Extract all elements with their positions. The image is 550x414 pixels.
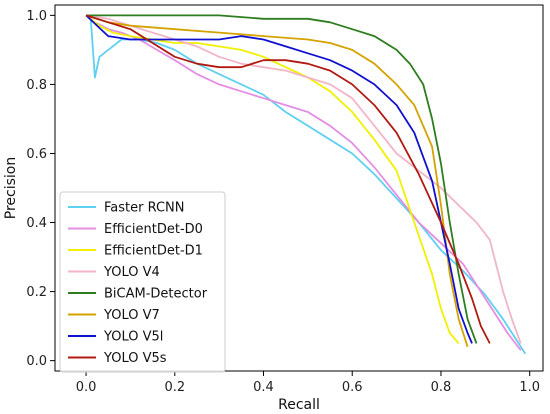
y-tick-label: 1.0 <box>26 9 47 24</box>
x-axis: 0.0 0.2 0.4 0.6 0.8 1.0 <box>76 371 540 395</box>
x-tick-label: 0.6 <box>342 380 363 395</box>
series-line-bicam-detector <box>86 14 478 344</box>
y-tick-label: 0.8 <box>26 78 47 93</box>
legend-label: Faster RCNN <box>104 201 185 216</box>
legend-label: YOLO V5l <box>103 330 163 345</box>
legend-label: EfficientDet-D0 <box>104 222 203 237</box>
legend-label: EfficientDet-D1 <box>104 244 203 259</box>
legend: Faster RCNN EfficientDet-D0 EfficientDet-D… <box>59 191 226 373</box>
y-axis: 0.0 0.2 0.4 0.6 0.8 1.0 <box>26 9 55 369</box>
series-line-efficientdet-d1 <box>85 14 460 344</box>
x-tick-label: 0.8 <box>431 380 452 395</box>
series-line-yolo-v5s <box>85 14 491 344</box>
legend-box <box>59 191 226 373</box>
legend-label: BiCAM-Detector <box>104 287 208 302</box>
y-tick-label: 0.2 <box>26 285 47 300</box>
x-tick-label: 0.2 <box>164 380 185 395</box>
series-line-yolo-v5l <box>85 14 473 344</box>
y-tick-label: 0.6 <box>26 147 47 162</box>
x-tick-label: 0.4 <box>253 380 274 395</box>
y-tick-label: 0.0 <box>26 354 47 369</box>
legend-label: YOLO V5s <box>103 351 167 366</box>
legend-label: YOLO V4 <box>103 265 160 280</box>
series-line-yolo-v4 <box>85 14 522 344</box>
y-axis-label: Precision <box>3 157 19 219</box>
x-axis-label: Recall <box>278 397 320 413</box>
x-tick-label: 1.0 <box>519 380 540 395</box>
x-tick-label: 0.0 <box>76 380 97 395</box>
y-tick-label: 0.4 <box>26 216 47 231</box>
legend-label: YOLO V7 <box>103 308 160 323</box>
series-lines <box>85 14 527 355</box>
